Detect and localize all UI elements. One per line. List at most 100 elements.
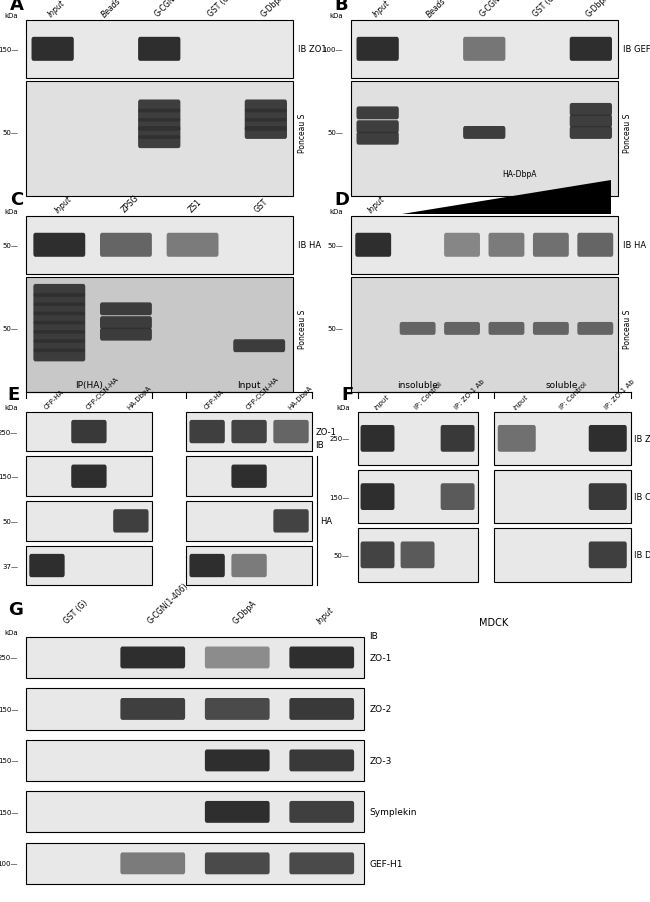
Text: 150—: 150— [0,47,18,52]
Text: Beads: Beads [424,0,448,19]
FancyBboxPatch shape [231,554,266,577]
Bar [26,637,364,678]
FancyBboxPatch shape [138,119,181,132]
Text: G-DbpA: G-DbpA [259,0,287,19]
FancyBboxPatch shape [274,510,309,533]
Bar [186,502,312,541]
Text: 50—: 50— [3,130,18,136]
Text: IP(HA): IP(HA) [75,381,103,390]
FancyBboxPatch shape [289,801,354,823]
FancyBboxPatch shape [489,234,525,257]
FancyBboxPatch shape [29,554,64,577]
Text: kDa: kDa [5,13,18,19]
FancyBboxPatch shape [138,100,181,114]
Bar [26,456,152,497]
FancyBboxPatch shape [120,647,185,668]
FancyBboxPatch shape [356,121,399,134]
Text: IB CGN: IB CGN [634,492,650,502]
Text: G: G [8,600,23,618]
FancyBboxPatch shape [533,234,569,257]
Text: 100—: 100— [322,47,343,52]
FancyBboxPatch shape [138,127,181,140]
Bar [26,842,364,884]
Text: 150—: 150— [0,474,18,480]
Text: GST (G): GST (G) [531,0,558,19]
FancyBboxPatch shape [289,750,354,771]
Bar [26,412,152,452]
Text: HA: HA [320,517,333,526]
Text: Symplekin: Symplekin [369,807,417,816]
Bar [186,546,312,585]
Text: D: D [335,191,350,209]
FancyBboxPatch shape [289,647,354,668]
FancyBboxPatch shape [166,234,218,257]
Text: HA-DbpA: HA-DbpA [127,384,153,410]
FancyBboxPatch shape [244,119,287,132]
Text: IB: IB [369,631,378,640]
FancyBboxPatch shape [120,698,185,720]
Text: E: E [8,385,20,403]
Text: 100—: 100— [0,861,18,867]
Text: 150—: 150— [330,494,350,500]
Bar [186,456,312,497]
FancyBboxPatch shape [138,136,181,149]
Text: F: F [341,385,354,403]
Text: GEF-H1: GEF-H1 [369,859,403,868]
Polygon shape [402,180,611,215]
FancyBboxPatch shape [533,323,569,336]
Bar [494,529,630,582]
Text: kDa: kDa [5,630,18,635]
Bar [351,81,618,197]
Text: Input: Input [46,0,67,19]
FancyBboxPatch shape [33,331,85,344]
Text: CFP-HA: CFP-HA [43,389,65,410]
Bar [26,216,292,274]
Bar [26,277,292,392]
Text: kDa: kDa [5,404,18,410]
Text: kDa: kDa [330,13,343,19]
Text: IP: Control: IP: Control [413,381,443,410]
Text: Ponceau S: Ponceau S [298,309,307,349]
Text: IB ZO1: IB ZO1 [298,45,326,54]
FancyBboxPatch shape [356,133,399,145]
Text: IB ZO-1: IB ZO-1 [634,435,650,444]
Text: IB: IB [315,441,324,450]
FancyBboxPatch shape [100,317,152,330]
Text: G-CGN(1-406): G-CGN(1-406) [478,0,522,19]
Bar [26,81,292,197]
FancyBboxPatch shape [463,38,506,61]
Text: Input: Input [53,194,73,215]
FancyBboxPatch shape [100,328,152,341]
FancyBboxPatch shape [274,420,309,444]
FancyBboxPatch shape [205,801,270,823]
Text: GST (G): GST (G) [62,598,89,625]
Text: IP: ZO-1 Ab: IP: ZO-1 Ab [603,378,636,410]
Bar [351,21,618,78]
Text: 150—: 150— [0,706,18,713]
Bar [351,277,618,392]
Text: Ponceau S: Ponceau S [623,114,632,153]
Text: B: B [335,0,348,14]
Text: kDa: kDa [336,404,350,410]
FancyBboxPatch shape [498,426,536,452]
Text: 150—: 150— [0,758,18,764]
Text: 50—: 50— [328,326,343,332]
Text: C: C [10,191,23,209]
Text: IB HA: IB HA [298,241,321,250]
FancyBboxPatch shape [33,312,85,325]
FancyBboxPatch shape [33,234,85,257]
FancyBboxPatch shape [33,285,85,298]
FancyBboxPatch shape [289,698,354,720]
FancyBboxPatch shape [33,321,85,335]
Text: Ponceau S: Ponceau S [623,309,632,349]
Text: 150—: 150— [0,809,18,815]
Text: ZO-2: ZO-2 [369,704,391,713]
Bar [351,216,618,274]
FancyBboxPatch shape [463,127,506,140]
Bar [26,791,364,833]
FancyBboxPatch shape [569,127,612,140]
FancyBboxPatch shape [205,647,270,668]
FancyBboxPatch shape [400,542,435,568]
FancyBboxPatch shape [72,420,107,444]
Text: G-CGN(1-406): G-CGN(1-406) [153,0,197,19]
